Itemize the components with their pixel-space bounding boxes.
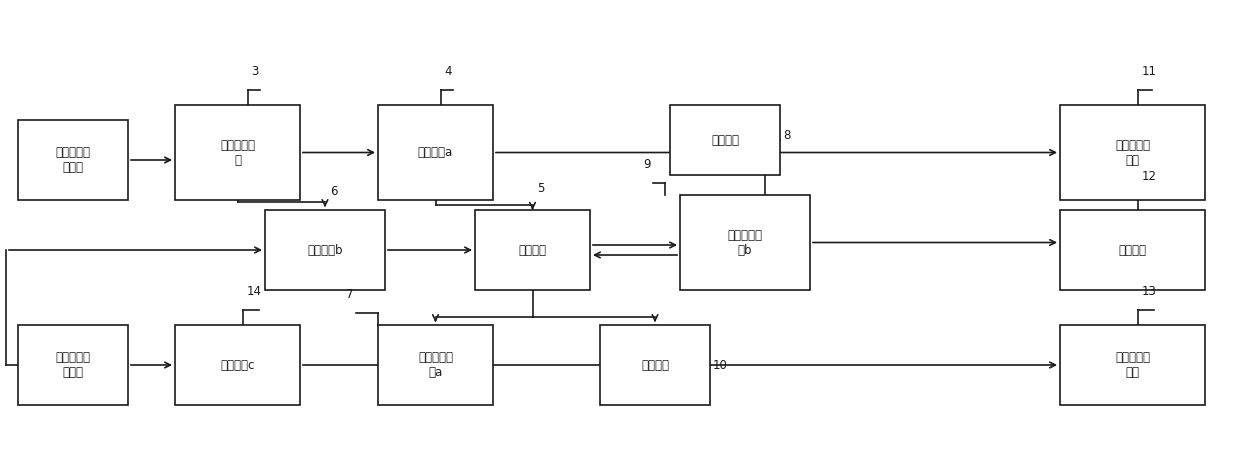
Text: 12: 12	[1142, 170, 1157, 183]
Text: 信号处理模
块b: 信号处理模 块b	[728, 229, 763, 256]
Text: 信号处理模
块a: 信号处理模 块a	[418, 351, 453, 379]
Bar	[1060, 210, 1205, 290]
Text: 通讯模块: 通讯模块	[641, 359, 670, 372]
Text: 3: 3	[252, 65, 259, 78]
Bar	[670, 105, 780, 175]
Text: 14: 14	[247, 285, 262, 298]
Text: 调压电路模
块: 调压电路模 块	[219, 138, 255, 166]
Text: 11: 11	[1142, 65, 1157, 78]
Bar	[378, 105, 494, 200]
Bar	[680, 195, 810, 290]
Text: 6: 6	[330, 185, 337, 198]
Text: 拓展模块: 拓展模块	[711, 134, 739, 147]
Text: 外接设备的
负极端: 外接设备的 负极端	[56, 351, 91, 379]
Text: 9: 9	[644, 158, 651, 171]
Text: 动力总线负
极端: 动力总线负 极端	[1115, 351, 1149, 379]
Bar	[1060, 325, 1205, 405]
Bar	[265, 210, 384, 290]
Text: 数据总线: 数据总线	[1118, 243, 1147, 256]
Bar	[175, 325, 300, 405]
Bar	[600, 325, 711, 405]
Bar	[19, 120, 128, 200]
Text: 13: 13	[1142, 285, 1157, 298]
Text: 5: 5	[537, 182, 544, 195]
Bar	[378, 325, 494, 405]
Text: 7: 7	[346, 288, 353, 301]
Text: 10: 10	[713, 359, 728, 372]
Text: 控制模块: 控制模块	[518, 243, 547, 256]
Bar	[475, 210, 590, 290]
Text: 4: 4	[444, 65, 453, 78]
Bar	[1060, 105, 1205, 200]
Text: 电子开关a: 电子开关a	[418, 146, 453, 159]
Text: 电子开关b: 电子开关b	[308, 243, 342, 256]
Text: 8: 8	[782, 129, 790, 142]
Text: 外接设备的
正极端: 外接设备的 正极端	[56, 146, 91, 174]
Text: 动力总线正
极端: 动力总线正 极端	[1115, 138, 1149, 166]
Text: 电子开关c: 电子开关c	[221, 359, 254, 372]
Bar	[175, 105, 300, 200]
Bar	[19, 325, 128, 405]
